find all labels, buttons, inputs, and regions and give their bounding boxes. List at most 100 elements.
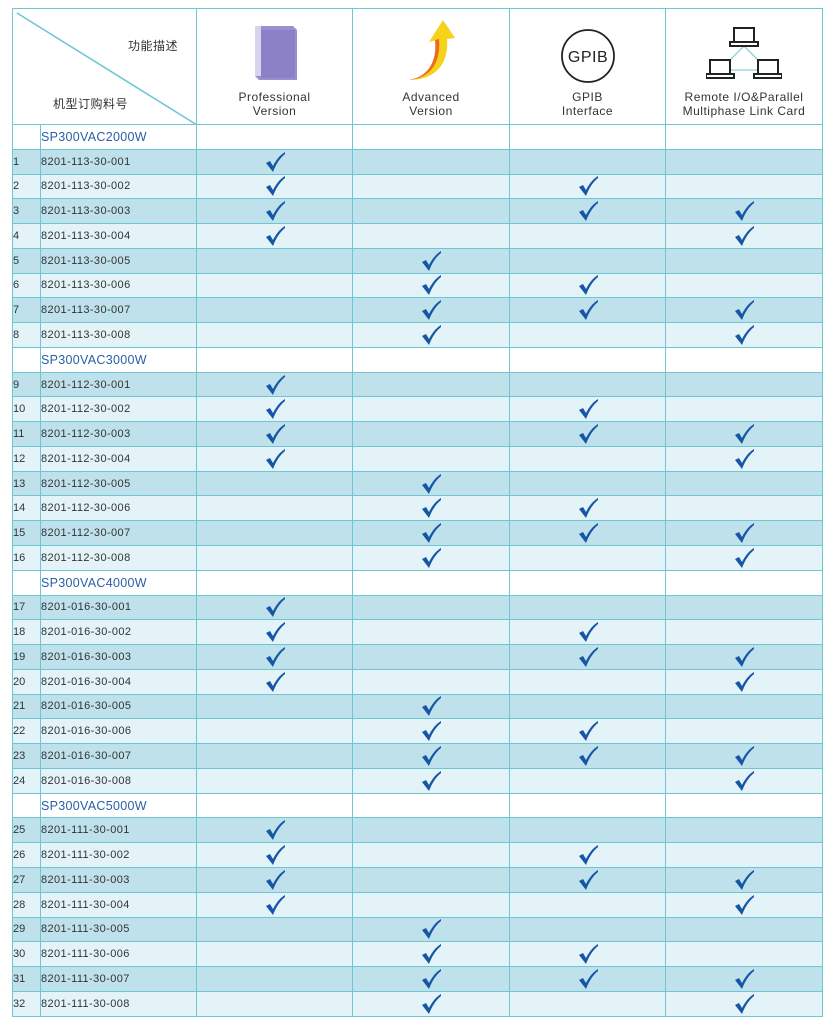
book-icon <box>254 26 297 80</box>
gpib-cell <box>509 148 666 175</box>
prof-cell <box>196 817 353 844</box>
table-row: 24 8201-016-30-008 <box>12 767 823 794</box>
prof-cell <box>196 545 353 571</box>
check-icon <box>422 325 441 345</box>
group-num-cell <box>12 124 41 150</box>
professional-line1: Professional <box>238 90 311 104</box>
check-icon <box>422 498 441 519</box>
prof-cell <box>196 594 353 621</box>
remote-cell <box>665 470 823 497</box>
remote-line2: Multiphase Link Card <box>682 104 806 118</box>
group-gpib-cell <box>509 346 666 373</box>
adv-cell <box>352 247 510 274</box>
check-icon <box>422 993 441 1014</box>
gpib-cell <box>509 247 666 274</box>
remote-cell <box>665 223 823 249</box>
part-number: 8201-112-30-003 <box>40 421 197 447</box>
gpib-cell <box>509 718 666 745</box>
gpib-cell <box>509 421 666 447</box>
check-icon <box>735 993 754 1014</box>
gpib-cell <box>509 495 666 522</box>
check-icon <box>578 498 598 519</box>
check-icon <box>265 225 285 246</box>
gpib-cell <box>509 866 666 893</box>
part-number: 8201-113-30-003 <box>40 198 197 225</box>
row-number: 21 <box>12 693 41 720</box>
remote-cell <box>665 866 823 893</box>
corner-header: 功能描述 机型订购料号 <box>12 8 197 125</box>
group-name: SP300VAC2000W <box>40 124 197 150</box>
remote-cell <box>665 247 823 274</box>
advanced-line1: Advanced <box>402 90 460 104</box>
part-number: 8201-111-30-005 <box>40 916 197 943</box>
check-icon <box>422 300 441 321</box>
prof-cell <box>196 668 353 695</box>
table-row: 17 8201-016-30-001 <box>12 594 823 621</box>
group-row: SP300VAC4000W <box>12 569 823 596</box>
prof-cell <box>196 371 353 398</box>
gpib-cell <box>509 198 666 225</box>
header-row: 功能描述 机型订购料号 Professional Version Advanced… <box>12 8 823 125</box>
adv-cell <box>352 223 510 249</box>
row-number: 7 <box>12 297 41 324</box>
gpib-cell <box>509 272 666 299</box>
gpib-cell <box>509 916 666 943</box>
table-row: 26 8201-111-30-002 <box>12 842 823 868</box>
table-row: 10 8201-112-30-002 <box>12 396 823 423</box>
table-row: 4 8201-113-30-004 <box>12 223 823 249</box>
part-number: 8201-113-30-008 <box>40 322 197 348</box>
check-icon <box>265 646 285 667</box>
table-row: 21 8201-016-30-005 <box>12 693 823 720</box>
group-gpib-cell <box>509 124 666 150</box>
check-icon <box>578 622 598 643</box>
remote-cell <box>665 495 823 522</box>
check-icon <box>578 944 598 965</box>
row-number: 5 <box>12 247 41 274</box>
network-icon <box>706 27 782 79</box>
check-icon <box>735 547 754 568</box>
check-icon <box>265 597 285 618</box>
row-number: 27 <box>12 866 41 893</box>
remote-cell <box>665 520 823 547</box>
part-number: 8201-112-30-005 <box>40 470 197 497</box>
check-icon <box>265 820 285 841</box>
remote-cell <box>665 396 823 423</box>
check-icon <box>735 201 754 222</box>
prof-cell <box>196 223 353 249</box>
table-row: 16 8201-112-30-008 <box>12 545 823 571</box>
gpib-cell <box>509 990 666 1017</box>
group-prof-cell <box>196 346 353 373</box>
adv-cell <box>352 916 510 943</box>
adv-cell <box>352 594 510 621</box>
group-prof-cell <box>196 569 353 596</box>
diagonal-divider <box>16 12 197 125</box>
group-adv-cell <box>352 124 510 150</box>
check-icon <box>422 523 441 544</box>
table-row: 29 8201-111-30-005 <box>12 916 823 943</box>
gpib-cell <box>509 668 666 695</box>
table-row: 23 8201-016-30-007 <box>12 743 823 769</box>
prof-cell <box>196 916 353 943</box>
part-number: 8201-111-30-007 <box>40 966 197 992</box>
check-icon <box>578 845 598 866</box>
prof-cell <box>196 891 353 918</box>
group-name: SP300VAC4000W <box>40 569 197 596</box>
table-row: 19 8201-016-30-003 <box>12 644 823 670</box>
check-icon <box>735 300 754 321</box>
gpib-cell <box>509 693 666 720</box>
part-number: 8201-113-30-001 <box>40 148 197 175</box>
group-gpib-cell <box>509 569 666 596</box>
up-arrow-icon <box>409 20 455 80</box>
row-number: 31 <box>12 966 41 992</box>
part-number: 8201-016-30-006 <box>40 718 197 745</box>
prof-cell <box>196 866 353 893</box>
check-icon <box>422 919 441 940</box>
remote-cell <box>665 817 823 844</box>
check-icon <box>735 646 754 667</box>
prof-cell <box>196 718 353 745</box>
check-icon <box>735 671 754 692</box>
prof-cell <box>196 396 353 423</box>
group-row: SP300VAC5000W <box>12 792 823 819</box>
remote-cell <box>665 445 823 472</box>
row-number: 1 <box>12 148 41 175</box>
